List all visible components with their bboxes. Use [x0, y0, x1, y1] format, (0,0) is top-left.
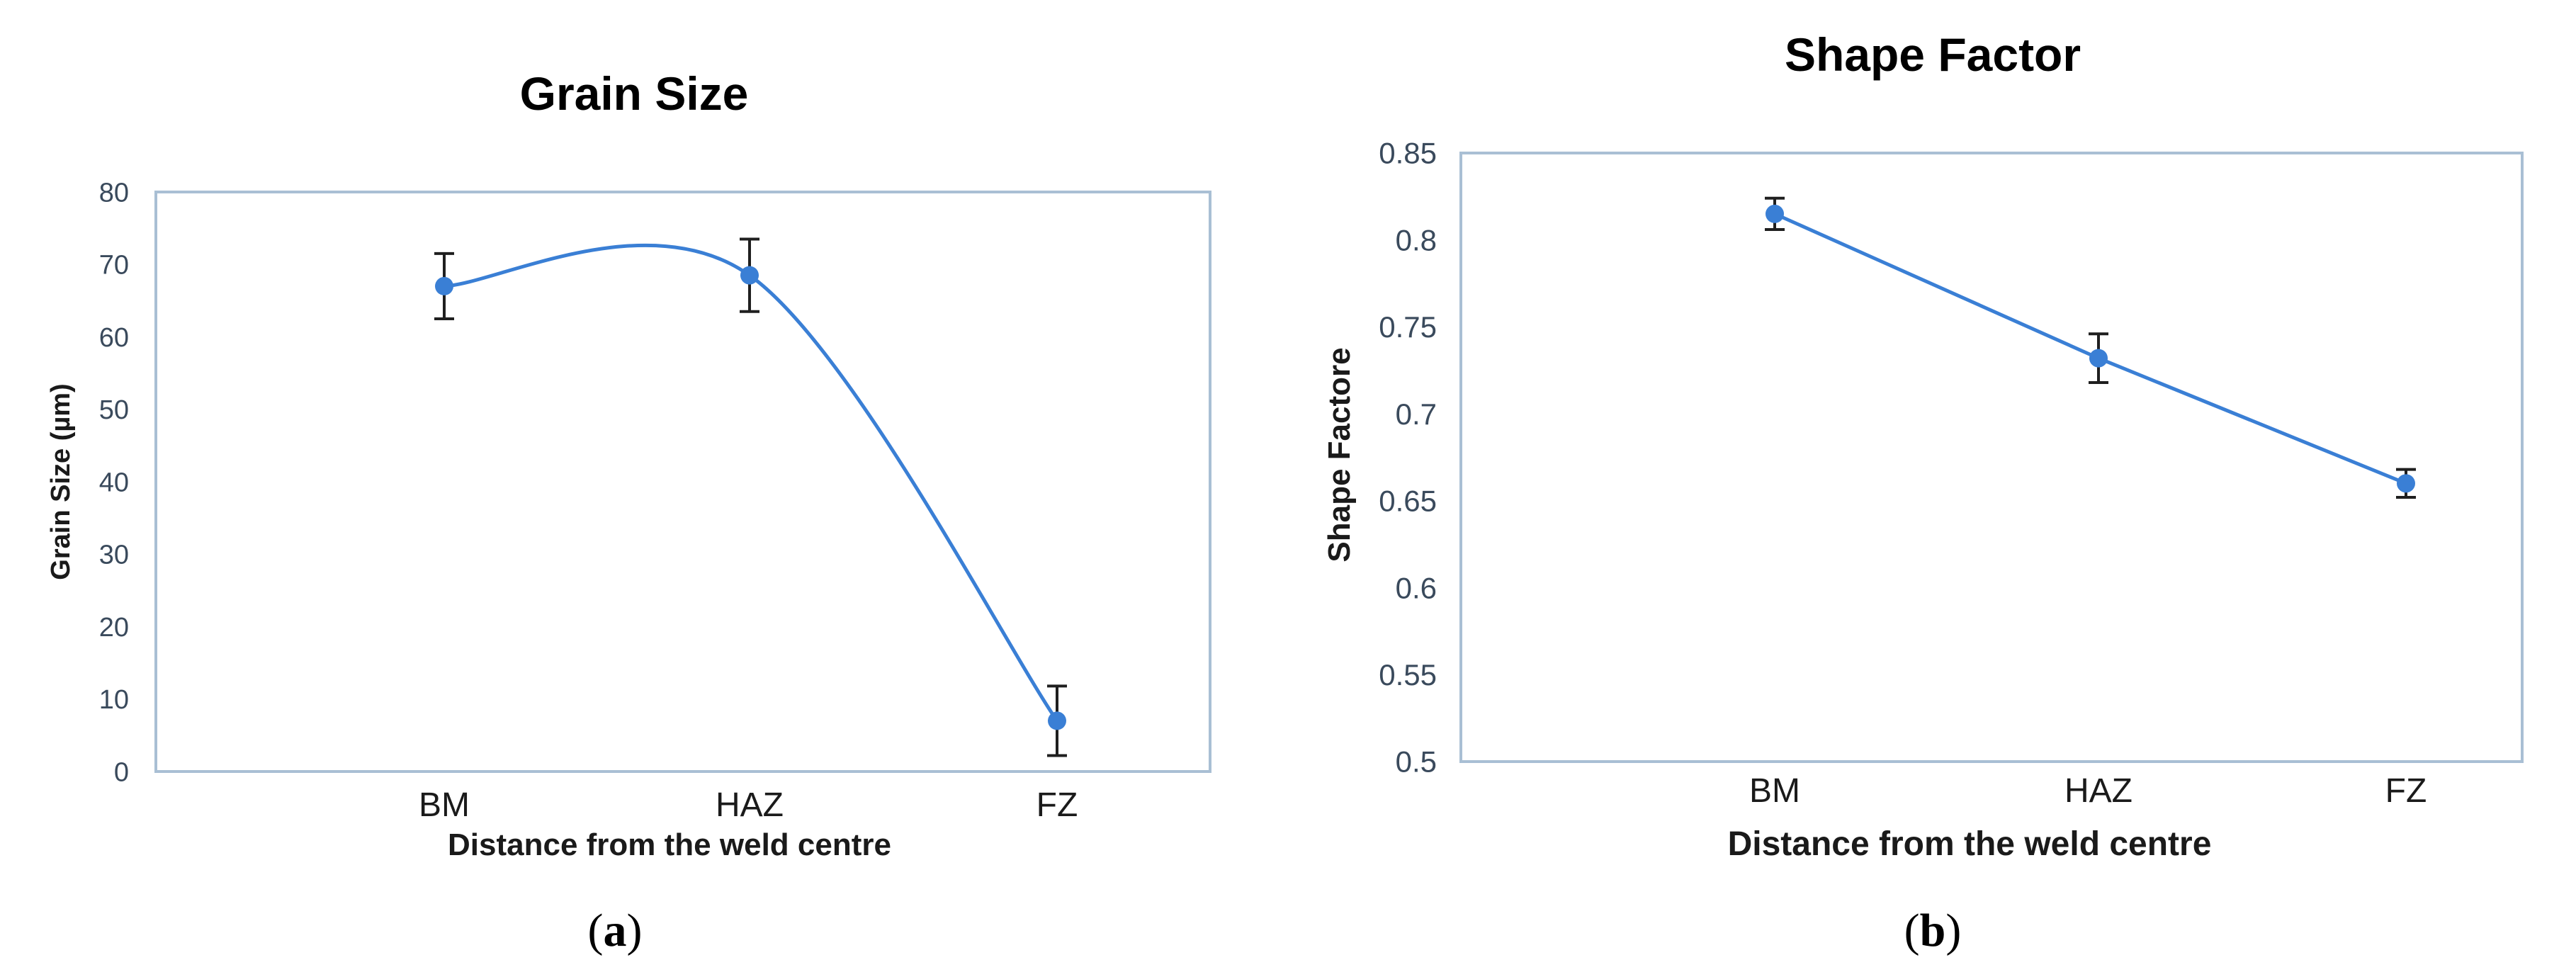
panel-label-a-open: (: [588, 905, 604, 956]
chart-a-x-category-label: BM: [419, 786, 470, 824]
chart-a-x-categories: BM HAZ FZ: [419, 786, 1078, 824]
chart-b-data-point: [2089, 349, 2108, 368]
chart-b-data-point: [2397, 474, 2415, 493]
chart-a-y-ticks: 0 10 20 30 40 50 60 70 80: [99, 178, 129, 787]
chart-b-data-point: [1766, 204, 1784, 223]
chart-a-y-tick-label: 60: [99, 323, 129, 353]
chart-a-y-tick-label: 70: [99, 251, 129, 281]
panel-label-b-close: ): [1945, 905, 1961, 956]
chart-b-y-tick-label: 0.75: [1379, 310, 1437, 344]
chart-a-y-tick-label: 0: [114, 757, 129, 787]
chart-a-points: [435, 266, 1066, 730]
chart-b-y-tick-label: 0.55: [1379, 658, 1437, 691]
chart-a-y-tick-label: 80: [99, 178, 129, 208]
chart-b-points: [1766, 204, 2415, 493]
chart-a-x-axis-title: Distance from the weld centre: [448, 827, 891, 862]
chart-b-x-category-label: FZ: [2385, 772, 2427, 810]
panel-label-b-open: (: [1904, 905, 1920, 956]
chart-b-y-tick-label: 0.85: [1379, 137, 1437, 170]
chart-a-title: Grain Size: [520, 67, 749, 120]
chart-b-x-categories: BM HAZ FZ: [1749, 772, 2427, 810]
chart-b-y-axis-title: Shape Factore: [1322, 347, 1357, 562]
chart-b-x-category-label: BM: [1749, 772, 1800, 810]
chart-a: Grain Size 0 10 20 30 40 50 60 70 80 BM HAZ FZ Gra…: [46, 67, 1211, 956]
chart-b-title: Shape Factor: [1785, 28, 2081, 81]
chart-b-y-tick-label: 0.7: [1396, 397, 1437, 431]
panel-label-a-letter: a: [604, 905, 627, 956]
chart-b-y-ticks: 0.5 0.55 0.6 0.65 0.7 0.75 0.8 0.85: [1379, 137, 1437, 779]
chart-b-y-tick-label: 0.65: [1379, 485, 1437, 518]
panel-label-b-letter: b: [1920, 905, 1946, 956]
panel-label-a: (a): [588, 905, 643, 956]
chart-a-x-category-label: HAZ: [716, 786, 784, 824]
chart-a-y-axis-title: Grain Size (µm): [46, 383, 76, 580]
chart-b-y-tick-label: 0.6: [1396, 571, 1437, 604]
chart-a-data-point: [1048, 711, 1066, 730]
chart-a-plot-area: [154, 191, 1211, 773]
chart-a-series-line: [444, 243, 1059, 722]
chart-b: Shape Factor 0.5 0.55 0.6 0.65 0.7 0.75 0.8 0.8…: [1322, 28, 2524, 956]
chart-a-x-category-label: FZ: [1036, 786, 1078, 824]
chart-b-plot-area: [1459, 152, 2524, 763]
chart-a-data-point: [740, 266, 759, 285]
chart-a-data-point: [435, 276, 453, 295]
chart-a-y-tick-label: 30: [99, 541, 129, 570]
chart-a-y-tick-label: 20: [99, 613, 129, 643]
chart-b-y-tick-label: 0.8: [1396, 223, 1437, 256]
chart-b-y-tick-label: 0.5: [1396, 745, 1437, 779]
chart-b-x-category-label: HAZ: [2064, 772, 2132, 810]
chart-a-y-tick-label: 50: [99, 395, 129, 425]
chart-a-y-tick-label: 10: [99, 685, 129, 715]
panel-label-a-close: ): [627, 905, 643, 956]
panel-label-b: (b): [1904, 905, 1962, 956]
chart-b-x-axis-title: Distance from the weld centre: [1728, 825, 2212, 863]
chart-a-y-tick-label: 40: [99, 468, 129, 497]
